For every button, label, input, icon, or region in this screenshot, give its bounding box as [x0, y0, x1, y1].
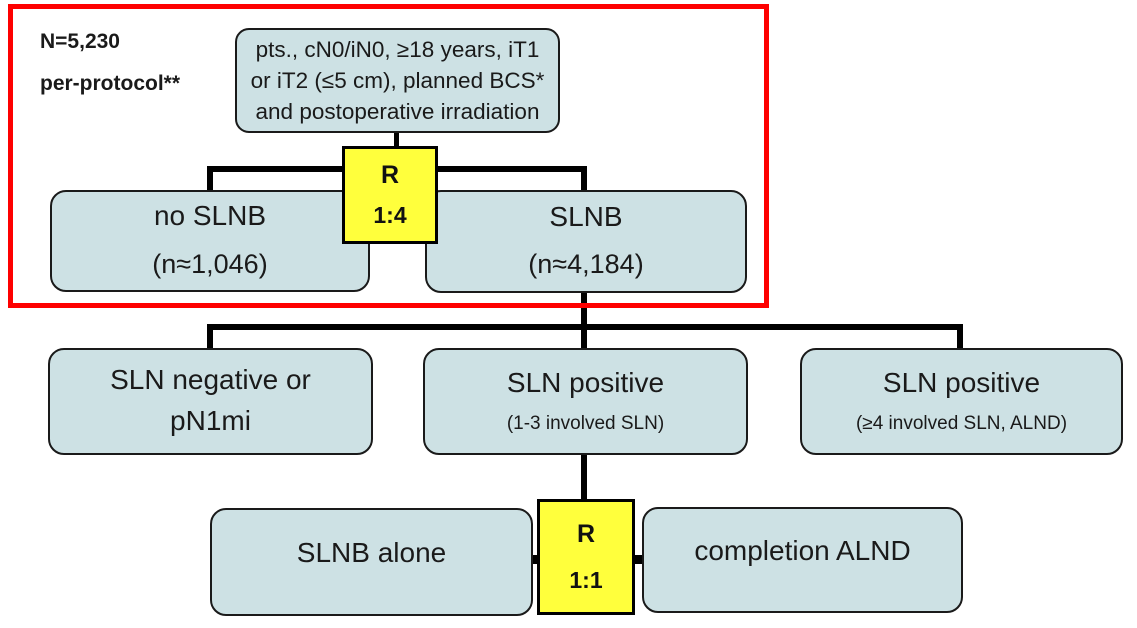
outcome-sln-positive-4-title: SLN positive	[882, 367, 1041, 398]
outcome-sln-negative-line1: SLN negative or	[110, 364, 311, 396]
outcome-sln-negative-line2: pN1mi	[170, 404, 251, 436]
eligibility-line1: pts., cN0/iN0, ≥18 years, iT1	[255, 37, 540, 62]
connector-slnb-down	[581, 292, 587, 330]
randomization-1-4-r: R	[380, 161, 400, 189]
eligibility-line2: or iT2 (≤5 cm), planned BCS*	[250, 68, 545, 93]
arm-no-slnb-box: no SLNB (n≈1,046)	[50, 190, 370, 292]
connector-stub-sln-positive-4	[957, 324, 963, 351]
arm-no-slnb-n: (n≈1,046)	[152, 248, 268, 279]
arm-slnb-alone-box: SLNB alone	[210, 508, 533, 616]
connector-eligibility-to-r14	[394, 131, 399, 148]
connector-nub-slnb-alone	[528, 555, 540, 564]
eligibility-box: pts., cN0/iN0, ≥18 years, iT1 or iT2 (≤5…	[235, 28, 560, 133]
randomization-1-1-ratio: 1:1	[569, 567, 603, 593]
randomization-1-4-ratio: 1:4	[373, 202, 407, 228]
randomization-1-1-box: R 1:1	[537, 499, 635, 615]
arm-slnb-alone-label: SLNB alone	[296, 536, 447, 568]
total-n-label: N=5,230	[40, 30, 120, 53]
randomization-1-1-r: R	[576, 520, 596, 548]
connector-stub-no-slnb	[207, 166, 213, 193]
arm-completion-alnd-label: completion ALND	[694, 534, 911, 566]
outcome-sln-positive-13-subtitle: (1-3 involved SLN)	[506, 413, 665, 435]
outcome-sln-negative-box: SLN negative or pN1mi	[48, 348, 373, 455]
connector-stub-sln-positive-13	[581, 324, 587, 351]
outcome-sln-positive-13-title: SLN positive	[506, 367, 665, 398]
arm-slnb-box: SLNB (n≈4,184)	[425, 190, 747, 293]
outcome-sln-positive-4-subtitle: (≥4 involved SLN, ALND)	[855, 413, 1068, 435]
arm-slnb-title: SLNB	[549, 200, 623, 232]
outcome-sln-positive-13-box: SLN positive (1-3 involved SLN)	[423, 348, 748, 455]
arm-completion-alnd-box: completion ALND	[642, 507, 963, 613]
connector-stub-sln-negative	[207, 324, 213, 351]
outcome-sln-positive-4-box: SLN positive (≥4 involved SLN, ALND)	[800, 348, 1123, 455]
connector-nub-completion	[631, 555, 645, 564]
connector-stub-slnb	[581, 166, 587, 193]
arm-slnb-n: (n≈4,184)	[528, 249, 644, 280]
eligibility-line3: and postoperative irradiation	[255, 99, 540, 124]
randomization-1-4-box: R 1:4	[342, 146, 438, 244]
arm-no-slnb-title: no SLNB	[153, 200, 267, 232]
per-protocol-label: per-protocol**	[40, 72, 181, 95]
connector-positive13-to-r11	[581, 455, 587, 501]
